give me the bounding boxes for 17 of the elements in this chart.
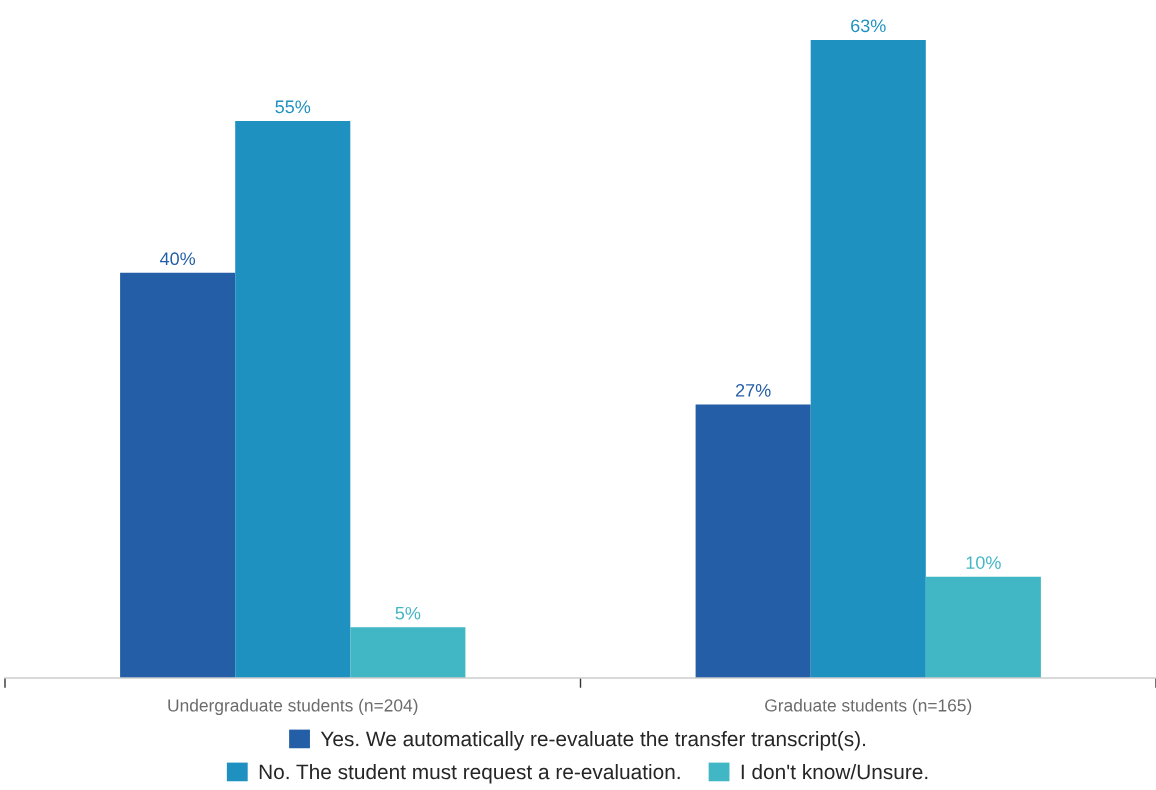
data-label: 27% (735, 384, 771, 397)
legend-label: Yes. We automatically re-evaluate the transfer transcript(s). (320, 730, 866, 751)
legend-label: No. The student must request a re-evaluation. (259, 763, 680, 784)
data-label: 10% (966, 556, 1001, 569)
data-label: 40% (160, 252, 196, 266)
data-label: 5% (395, 606, 421, 620)
data-label: 63% (851, 19, 886, 33)
data-label: 55% (275, 100, 311, 114)
bar (120, 272, 236, 678)
legend-label: I don't know/Unsure. (741, 763, 928, 780)
x-tick-label: Undergraduate students (n=204) (168, 698, 418, 716)
bar (695, 404, 811, 678)
bar (925, 576, 1041, 678)
bar (350, 627, 466, 678)
x-tick-label: Graduate students (n=165) (765, 698, 972, 716)
bar (235, 120, 351, 678)
bar (810, 39, 926, 678)
